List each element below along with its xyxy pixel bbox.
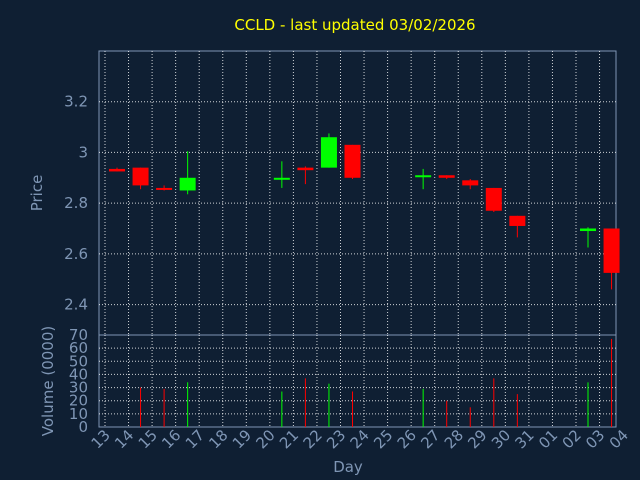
chart-title: CCLD - last updated 03/02/2026 — [234, 16, 475, 34]
x-tick-label: 01 — [535, 426, 561, 452]
x-tick-label: 04 — [606, 426, 632, 452]
volume-tick-label: 50 — [69, 352, 88, 370]
candle-body — [603, 228, 620, 273]
x-tick-label: 27 — [417, 426, 443, 452]
candle-body — [109, 168, 125, 172]
price-tick-label: 2.4 — [64, 296, 88, 314]
price-tick-label: 3 — [78, 143, 88, 161]
x-tick-label: 24 — [347, 426, 373, 452]
x-tick-label: 22 — [300, 426, 326, 452]
price-tick-label: 3.2 — [64, 93, 88, 111]
price-axis-label: Price — [28, 175, 46, 212]
candle-body — [297, 167, 314, 171]
volume-tick-label: 30 — [69, 379, 88, 397]
x-tick-label: 19 — [229, 426, 255, 452]
x-tick-label: 17 — [182, 426, 208, 452]
x-tick-label: 20 — [252, 426, 278, 452]
candle-body — [438, 175, 455, 178]
price-tick-label: 2.8 — [64, 194, 88, 212]
volume-tick-label: 0 — [78, 418, 88, 436]
x-tick-label: 18 — [205, 426, 231, 452]
candle-body — [415, 175, 432, 178]
candle-body — [156, 187, 173, 190]
x-tick-label: 02 — [559, 426, 585, 452]
volume-tick-label: 10 — [69, 405, 88, 423]
x-tick-label: 16 — [158, 426, 184, 452]
x-axis-label: Day — [333, 458, 363, 476]
candle-body — [320, 137, 337, 168]
volume-tick-label: 40 — [69, 365, 88, 383]
volume-tick-label: 70 — [69, 326, 88, 344]
x-tick-label: 23 — [323, 426, 349, 452]
x-tick-label: 25 — [370, 426, 396, 452]
candles — [109, 133, 620, 290]
price-panel-frame — [98, 50, 617, 336]
x-tick-label: 28 — [441, 426, 467, 452]
candle-body — [462, 180, 479, 186]
x-tick-label: 31 — [511, 426, 537, 452]
volume-tick-label: 20 — [69, 392, 88, 410]
x-tick-label: 03 — [582, 426, 608, 452]
x-tick-label: 13 — [88, 426, 114, 452]
volume-tick-label: 60 — [69, 339, 88, 357]
x-tick-label: 29 — [464, 426, 490, 452]
volume-panel-frame — [98, 334, 617, 428]
candle-body — [509, 215, 526, 226]
x-tick-label: 26 — [394, 426, 420, 452]
candle-body — [580, 228, 596, 232]
x-tick-label: 30 — [488, 426, 514, 452]
x-tick-label: 15 — [135, 426, 161, 452]
candle-body — [132, 167, 149, 186]
volume-axis-label: Volume (0000) — [39, 326, 57, 436]
x-tick-label: 14 — [111, 426, 137, 452]
grid-layer — [99, 51, 616, 427]
volume-bars — [140, 338, 613, 427]
candle-body — [485, 187, 502, 211]
x-tick-label: 21 — [276, 426, 302, 452]
price-tick-label: 2.6 — [64, 245, 88, 263]
candle-body — [179, 177, 196, 191]
candle-body — [344, 144, 361, 178]
candle-body — [273, 177, 290, 180]
